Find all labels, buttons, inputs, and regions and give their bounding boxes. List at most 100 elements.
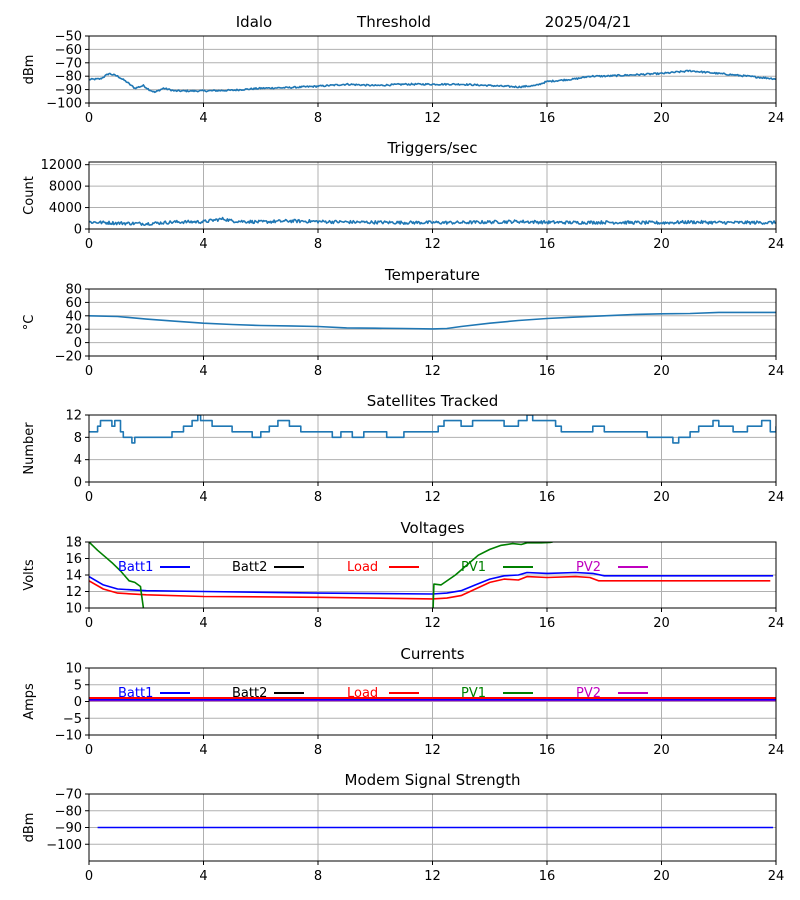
legend-label-batt1: Batt1 (118, 686, 153, 701)
y-tick-label: −70 (55, 56, 82, 71)
series-line-triggers-0 (89, 216, 776, 226)
y-axis-label-satellites: Number (22, 422, 37, 475)
panel-title-currents: Currents (400, 645, 464, 663)
y-tick-label: −20 (55, 350, 82, 365)
x-tick-label: 20 (653, 111, 670, 126)
x-tick-label: 20 (653, 364, 670, 379)
legend-label-batt2: Batt2 (232, 560, 267, 575)
x-tick-label: 16 (539, 364, 556, 379)
x-tick-label: 8 (314, 364, 322, 379)
x-tick-label: 0 (85, 490, 93, 505)
x-tick-label: 24 (768, 490, 785, 505)
x-tick-label: 0 (85, 869, 93, 884)
x-tick-label: 24 (768, 364, 785, 379)
x-tick-label: 8 (314, 237, 322, 252)
y-tick-label: 5 (74, 678, 82, 693)
y-axis-label-threshold: dBm (22, 55, 37, 85)
x-tick-label: 0 (85, 743, 93, 758)
y-tick-label: 12000 (41, 158, 82, 173)
series-line-batt1-0 (89, 571, 774, 595)
y-tick-label: −100 (46, 838, 82, 853)
legend-label-pv2: PV2 (576, 686, 601, 701)
y-tick-label: 12 (65, 585, 82, 600)
x-tick-label: 8 (314, 111, 322, 126)
x-tick-label: 16 (539, 869, 556, 884)
x-tick-label: 8 (314, 743, 322, 758)
y-tick-label: −100 (46, 97, 82, 112)
x-tick-label: 12 (424, 490, 441, 505)
x-tick-label: 12 (424, 111, 441, 126)
y-tick-label: −10 (55, 729, 82, 744)
x-tick-label: 16 (539, 237, 556, 252)
y-tick-label: 16 (65, 552, 82, 567)
x-tick-label: 4 (199, 743, 207, 758)
panel-title-temperature: Temperature (384, 266, 480, 284)
y-tick-label: 4 (74, 453, 82, 468)
series-line-satellites-0 (89, 415, 776, 444)
series-line-temperature-0 (89, 311, 776, 330)
x-tick-label: 4 (199, 237, 207, 252)
x-tick-label: 0 (85, 237, 93, 252)
legend-label-pv2: PV2 (576, 560, 601, 575)
x-tick-label: 20 (653, 616, 670, 631)
y-tick-label: 12 (65, 409, 82, 424)
header-station: Idalo (236, 13, 272, 31)
header-date: 2025/04/21 (545, 13, 631, 31)
x-tick-label: 8 (314, 490, 322, 505)
y-tick-label: 4000 (49, 201, 82, 216)
panel-satellites: 0 4 8 12 16 20 24 0 4 8 12 Satellites Tracked Number (22, 392, 784, 505)
y-tick-label: −60 (55, 43, 82, 58)
x-tick-label: 24 (768, 616, 785, 631)
y-tick-label: −5 (63, 712, 82, 727)
series-line-pv1-2 (89, 542, 145, 608)
x-tick-label: 24 (768, 237, 785, 252)
y-tick-label: 0 (74, 695, 82, 710)
panel-title-modem: Modem Signal Strength (345, 771, 521, 789)
panel-title-satellites: Satellites Tracked (367, 392, 498, 410)
y-tick-label: 18 (65, 536, 82, 551)
y-axis-label-modem: dBm (22, 813, 37, 843)
x-tick-label: 20 (653, 743, 670, 758)
x-tick-label: 4 (199, 364, 207, 379)
x-tick-label: 24 (768, 869, 785, 884)
y-tick-label: 40 (65, 309, 82, 324)
y-tick-label: −80 (55, 70, 82, 85)
x-tick-label: 0 (85, 364, 93, 379)
y-tick-label: 8 (74, 431, 82, 446)
x-tick-label: 0 (85, 616, 93, 631)
y-tick-label: 80 (65, 283, 82, 298)
x-tick-label: 24 (768, 743, 785, 758)
x-tick-label: 4 (199, 869, 207, 884)
panel-title-voltages: Voltages (400, 519, 464, 537)
series-line-pv1-3 (432, 542, 553, 608)
x-tick-label: 20 (653, 490, 670, 505)
x-tick-label: 24 (768, 111, 785, 126)
x-tick-label: 12 (424, 616, 441, 631)
y-tick-label: −80 (55, 804, 82, 819)
panel-modem: 0 4 8 12 16 20 24 −100 −90 −80−70 Modem Signal Str… (22, 771, 784, 884)
x-tick-label: 12 (424, 743, 441, 758)
x-tick-label: 16 (539, 490, 556, 505)
panel-threshold: 0 4 8 12 16 20 24 −100−90−80−70−60−50 dBm (22, 30, 784, 127)
x-tick-label: 4 (199, 490, 207, 505)
y-tick-label: −90 (55, 83, 82, 98)
y-tick-label: −70 (55, 788, 82, 803)
y-tick-label: 60 (65, 296, 82, 311)
x-tick-label: 20 (653, 237, 670, 252)
y-tick-label: 10 (65, 662, 82, 677)
legend-label-batt2: Batt2 (232, 686, 267, 701)
y-tick-label: −50 (55, 30, 82, 45)
y-axis-label-triggers: Count (22, 176, 37, 215)
legend-label-pv1: PV1 (461, 686, 486, 701)
panel-triggers: 0 4 8 12 16 20 24 0 4000 8000 12000 Triggers/sec Cou… (22, 139, 784, 252)
x-tick-label: 8 (314, 869, 322, 884)
x-tick-label: 4 (199, 111, 207, 126)
panel-title-triggers: Triggers/sec (387, 139, 478, 157)
legend-label-batt1: Batt1 (118, 560, 153, 575)
x-tick-label: 16 (539, 616, 556, 631)
x-tick-label: 16 (539, 111, 556, 126)
x-tick-label: 20 (653, 869, 670, 884)
